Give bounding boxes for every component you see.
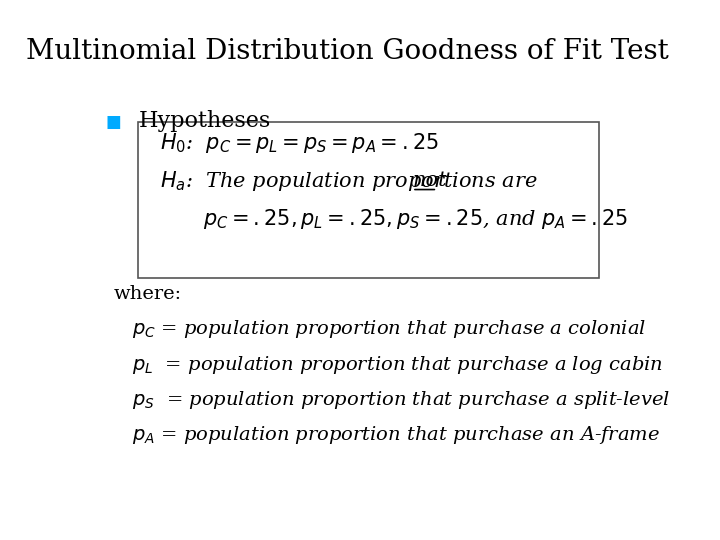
Text: $H_0$:  $p_C = p_L = p_S = p_A = .25$: $H_0$: $p_C = p_L = p_S = p_A = .25$ bbox=[160, 131, 438, 155]
Text: ■: ■ bbox=[106, 112, 122, 131]
Text: where:: where: bbox=[114, 285, 182, 303]
Text: $p_S$  = population proportion that purchase a split-level: $p_S$ = population proportion that purch… bbox=[132, 389, 670, 410]
Text: $H_a$:  The population proportions are: $H_a$: The population proportions are bbox=[160, 169, 537, 193]
Text: Hypotheses: Hypotheses bbox=[138, 111, 271, 132]
Text: $p_A$ = population proportion that purchase an A-frame: $p_A$ = population proportion that purch… bbox=[132, 424, 660, 446]
Text: $p_C = .25, p_L = .25, p_S = .25$, and $p_A = .25$: $p_C = .25, p_L = .25, p_S = .25$, and $… bbox=[203, 207, 628, 231]
Text: Multinomial Distribution Goodness of Fit Test: Multinomial Distribution Goodness of Fit… bbox=[26, 38, 668, 65]
Text: $p_L$  = population proportion that purchase a log cabin: $p_L$ = population proportion that purch… bbox=[132, 354, 663, 375]
Text: not: not bbox=[412, 171, 446, 191]
Text: $p_C$ = population proportion that purchase a colonial: $p_C$ = population proportion that purch… bbox=[132, 319, 647, 340]
FancyBboxPatch shape bbox=[138, 122, 598, 278]
